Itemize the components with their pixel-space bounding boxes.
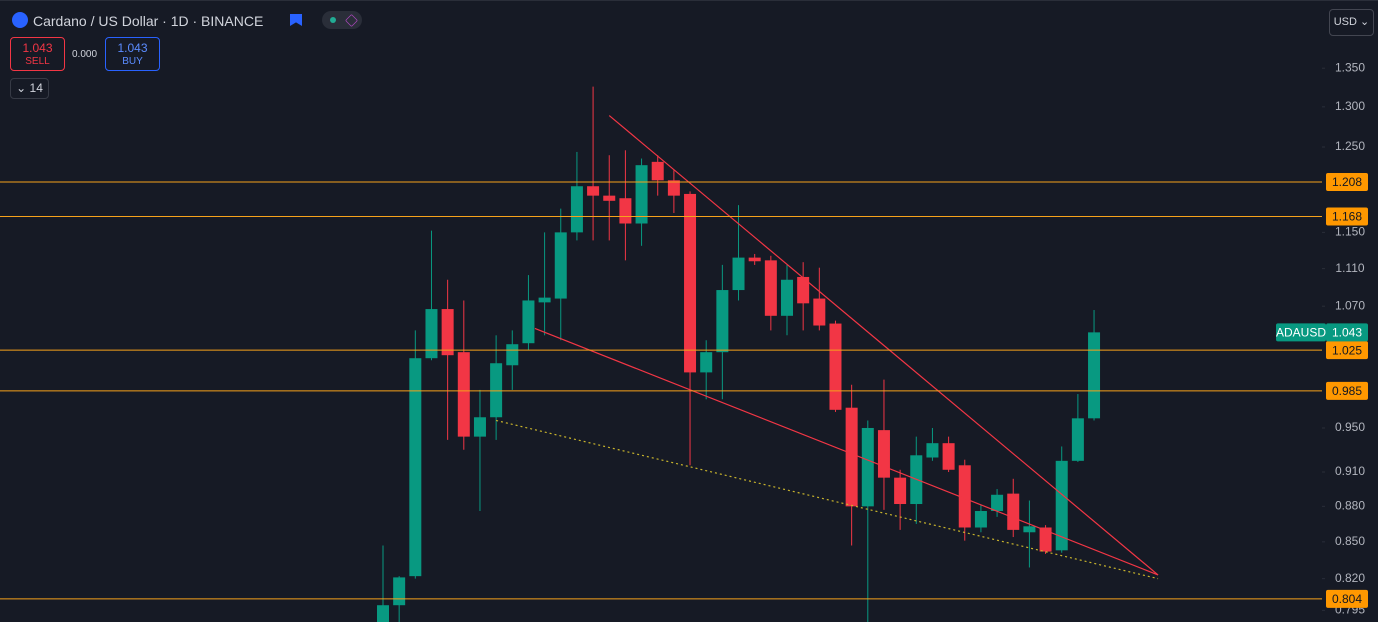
y-tick-label: 0.950 bbox=[1335, 420, 1365, 434]
buy-price: 1.043 bbox=[117, 41, 148, 55]
currency-select[interactable]: USD ⌄ bbox=[1329, 9, 1374, 36]
candle-body bbox=[377, 605, 389, 622]
candle-body bbox=[797, 276, 810, 304]
candle-body bbox=[538, 297, 551, 303]
buy-label: BUY bbox=[122, 56, 143, 67]
symbol-label-bg bbox=[1276, 323, 1326, 342]
status-dot bbox=[330, 17, 336, 23]
level-label-bg bbox=[1326, 172, 1368, 191]
candle-body bbox=[732, 257, 745, 291]
trend-line bbox=[495, 419, 1159, 580]
candle-body bbox=[554, 232, 567, 299]
y-tick-label: 1.150 bbox=[1335, 225, 1365, 239]
y-tick-label: 0.910 bbox=[1335, 464, 1365, 478]
symbol-title: Cardano / US Dollar · 1D · BINANCE bbox=[33, 13, 264, 29]
sell-button[interactable]: 1.043 SELL bbox=[10, 37, 65, 71]
y-tick-label: 1.110 bbox=[1335, 261, 1364, 275]
candle-body bbox=[861, 427, 874, 507]
indicator-count: 14 bbox=[29, 81, 43, 95]
y-tick-label: 1.350 bbox=[1335, 60, 1365, 74]
candle-body bbox=[781, 279, 793, 316]
candle-body bbox=[700, 352, 713, 373]
chevron: ⌄ bbox=[16, 81, 30, 95]
candle-body bbox=[877, 430, 890, 478]
candle-body bbox=[457, 352, 470, 437]
candle-body bbox=[393, 577, 406, 606]
level-label-bg bbox=[1326, 381, 1368, 400]
y-tick-label: 1.300 bbox=[1335, 99, 1365, 113]
level-label-bg bbox=[1326, 341, 1368, 360]
level-label: 0.804 bbox=[1332, 592, 1362, 606]
level-label: 1.208 bbox=[1332, 175, 1362, 189]
level-label-bg bbox=[1326, 207, 1368, 226]
last-price-bg bbox=[1326, 323, 1368, 342]
candle-body bbox=[894, 477, 907, 505]
candle-body bbox=[716, 290, 729, 353]
y-tick-label: 1.070 bbox=[1335, 298, 1365, 312]
sell-price: 1.043 bbox=[22, 41, 53, 55]
candle-body bbox=[570, 186, 583, 233]
currency: USD bbox=[1333, 16, 1357, 28]
candle-body bbox=[651, 161, 664, 181]
candle-body bbox=[490, 363, 503, 418]
candle-body bbox=[991, 494, 1004, 512]
candle-body bbox=[619, 198, 632, 224]
candle-body bbox=[1071, 418, 1084, 461]
last-price: 1.043 bbox=[1332, 326, 1362, 340]
indicator-toggle[interactable]: ⌄ 14 bbox=[10, 78, 49, 99]
candle-body bbox=[1039, 527, 1052, 552]
candle-body bbox=[506, 344, 519, 366]
candle-body bbox=[764, 260, 777, 316]
candle-body bbox=[958, 465, 971, 528]
candle-body bbox=[1088, 332, 1101, 419]
candle-body bbox=[667, 180, 680, 196]
candle-body bbox=[441, 309, 454, 356]
candle-body bbox=[684, 193, 697, 373]
candle-body bbox=[926, 443, 939, 458]
candle-body bbox=[635, 165, 648, 224]
candle-body bbox=[974, 511, 987, 528]
candle-body bbox=[409, 358, 422, 577]
y-tick-label: 1.250 bbox=[1335, 139, 1365, 153]
spread: 0.000 bbox=[72, 49, 98, 60]
candle-body bbox=[1023, 526, 1036, 533]
level-label: 1.025 bbox=[1332, 343, 1362, 357]
candle-body bbox=[748, 257, 761, 262]
candle-body bbox=[473, 417, 486, 437]
trend-line bbox=[534, 327, 1159, 576]
buy-button[interactable]: 1.043 BUY bbox=[105, 37, 160, 71]
candle-body bbox=[425, 309, 438, 359]
candle-body bbox=[1007, 493, 1020, 530]
y-tick-label: 0.880 bbox=[1335, 499, 1365, 513]
candle-body bbox=[1055, 460, 1068, 551]
candle-body bbox=[522, 300, 535, 344]
symbol-icon bbox=[12, 12, 28, 28]
candle-body bbox=[813, 298, 826, 326]
candle-body bbox=[845, 407, 858, 507]
candle-body bbox=[587, 186, 600, 196]
level-label-bg bbox=[1326, 589, 1368, 608]
symbol-label: ADAUSD bbox=[1276, 326, 1326, 340]
level-label: 1.168 bbox=[1332, 210, 1362, 224]
trend-line bbox=[608, 115, 1159, 576]
level-label: 0.985 bbox=[1332, 384, 1362, 398]
y-tick-label: 0.820 bbox=[1335, 571, 1365, 585]
candle-body bbox=[603, 195, 616, 201]
sell-label: SELL bbox=[25, 56, 50, 67]
flag-icon[interactable] bbox=[290, 14, 302, 26]
status-pill[interactable] bbox=[322, 11, 362, 29]
candle-body bbox=[942, 443, 955, 470]
candle-body bbox=[829, 323, 842, 410]
y-tick-label: 0.850 bbox=[1335, 534, 1365, 548]
